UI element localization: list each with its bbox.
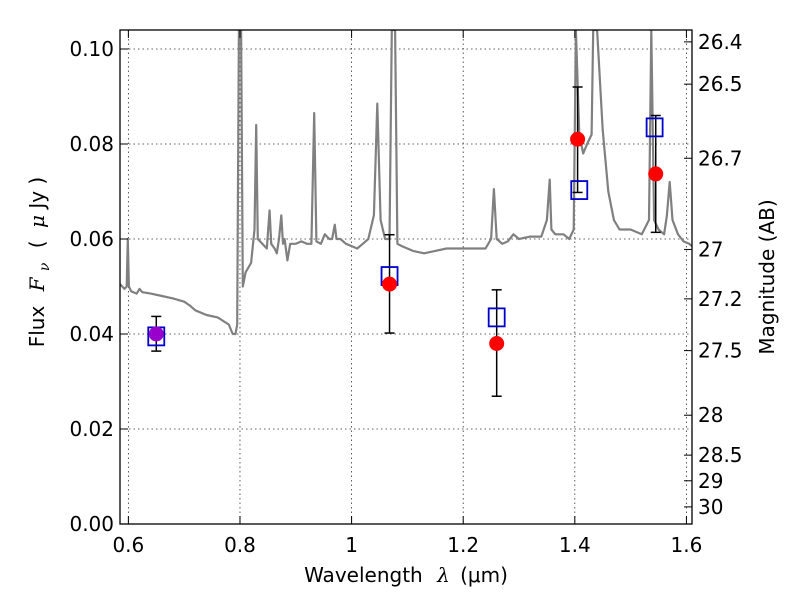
y-tick-label: 0.00 bbox=[69, 512, 114, 536]
x-tick-label: 1 bbox=[345, 533, 358, 557]
y-axis-label-subscript: ν bbox=[37, 262, 53, 271]
model-spectrum bbox=[120, 30, 692, 336]
x-axis-label-word: Wavelength bbox=[304, 563, 423, 587]
y-axis-label-mu: μ bbox=[25, 215, 49, 228]
x-tick-label: 1.4 bbox=[559, 533, 591, 557]
observed-flux-point bbox=[570, 131, 586, 147]
synthetic-flux-square bbox=[487, 307, 506, 328]
x-axis-label: Wavelength λ (μm) bbox=[304, 563, 508, 587]
y2-axis-label: Magnitude (AB) bbox=[755, 199, 779, 354]
y2-tick-label: 28.5 bbox=[698, 443, 743, 467]
y-tick-labels: 0.00 0.02 0.04 0.06 0.08 0.10 bbox=[69, 37, 114, 536]
synthetic-flux-square bbox=[645, 117, 664, 138]
y-tick-label: 0.04 bbox=[69, 322, 114, 346]
y-axis-label: Flux F ν ( μ Jy ) bbox=[25, 177, 54, 348]
x-tick-label: 0.6 bbox=[112, 533, 144, 557]
observed-flux-point bbox=[148, 326, 164, 342]
y2-tick-label: 27.2 bbox=[698, 287, 743, 311]
y-tick-label: 0.06 bbox=[69, 227, 114, 251]
synthetic-flux-square bbox=[570, 180, 589, 200]
plot-frame bbox=[119, 29, 693, 525]
x-tick-label: 0.8 bbox=[224, 533, 256, 557]
spectrum-line bbox=[120, 30, 692, 336]
y-axis-label-word: Flux bbox=[25, 306, 49, 348]
y2-tick-label: 29 bbox=[698, 469, 723, 493]
y2-tick-label: 27.5 bbox=[698, 339, 743, 363]
x-tick-label: 1.2 bbox=[447, 533, 479, 557]
x-tick-label: 1.6 bbox=[671, 533, 703, 557]
x-axis-label-symbol: λ bbox=[436, 563, 450, 587]
y-axis-label-open: ( bbox=[25, 240, 49, 248]
y2-tick-label: 26.4 bbox=[698, 30, 743, 54]
y-tick-label: 0.02 bbox=[69, 417, 114, 441]
y-axis-label-unit: Jy ) bbox=[25, 177, 49, 211]
observed-flux-point bbox=[382, 276, 398, 292]
y-tick-label: 0.08 bbox=[69, 132, 114, 156]
y2-tick-label: 26.7 bbox=[698, 146, 743, 170]
x-axis-label-unit: (μm) bbox=[460, 563, 508, 587]
observed-photometry-markers bbox=[148, 131, 664, 351]
y2-tick-label: 26.5 bbox=[698, 72, 743, 96]
x-tick-labels: 0.6 0.8 1 1.2 1.4 1.6 bbox=[112, 533, 702, 557]
y2-tick-label: 27 bbox=[698, 237, 723, 261]
y2-tick-label: 30 bbox=[698, 495, 723, 519]
plot-area bbox=[120, 30, 692, 397]
observed-flux-point bbox=[648, 166, 664, 182]
y-axis-label-symbol: F bbox=[25, 276, 49, 292]
observed-flux-point bbox=[489, 336, 505, 351]
y-tick-label: 0.10 bbox=[69, 37, 114, 61]
synthetic-photometry-markers bbox=[147, 117, 664, 347]
axis-ticks bbox=[120, 30, 692, 525]
y2-tick-label: 28 bbox=[698, 403, 723, 427]
